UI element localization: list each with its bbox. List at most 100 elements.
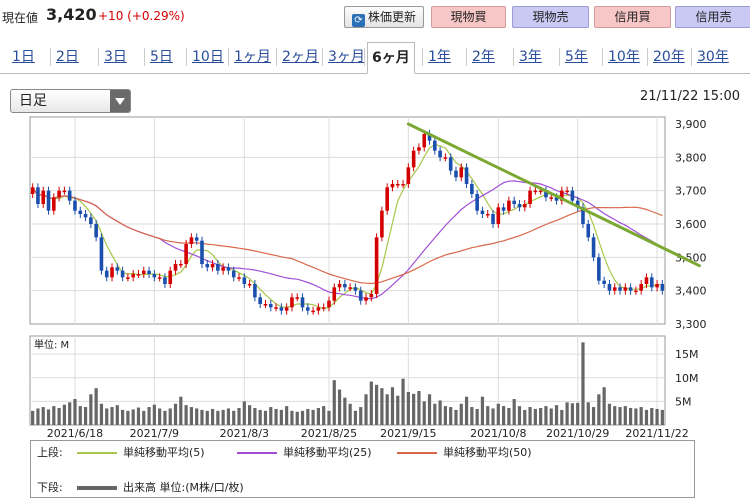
candle-body bbox=[290, 297, 294, 308]
candle-body bbox=[655, 284, 659, 288]
volume-bar bbox=[406, 391, 410, 425]
volume-bar bbox=[629, 408, 633, 425]
candle-body bbox=[422, 134, 427, 148]
candle-body bbox=[300, 297, 305, 308]
volume-bar bbox=[591, 407, 596, 425]
volume-unit-label: 単位: M bbox=[34, 338, 69, 351]
trendline bbox=[406, 122, 701, 268]
volume-bar bbox=[486, 406, 490, 425]
margin-buy-button[interactable]: 信用買 bbox=[594, 6, 671, 28]
candle-body bbox=[231, 270, 236, 278]
candle-body bbox=[284, 307, 289, 311]
volume-tick-label: 5M bbox=[675, 395, 692, 408]
candle-body bbox=[459, 167, 464, 178]
candle-body bbox=[205, 264, 210, 268]
tab-period-15[interactable]: 30年 bbox=[697, 49, 729, 65]
candle-body bbox=[443, 157, 448, 159]
candle-body bbox=[438, 150, 442, 158]
volume-bar bbox=[31, 410, 35, 425]
tab-period-8[interactable]: 6ヶ月 bbox=[367, 42, 415, 74]
quote-header: 現在値 3,420 +10 (+0.29%) ⟳ 株価更新 現物買 現物売 信用買… bbox=[0, 0, 750, 34]
candle-body bbox=[358, 290, 363, 301]
volume-bar bbox=[396, 395, 400, 425]
candle-body bbox=[390, 184, 395, 188]
tab-period-12[interactable]: 5年 bbox=[565, 49, 588, 65]
volume-bar bbox=[110, 407, 114, 425]
price-change: +10 (+0.29%) bbox=[98, 9, 185, 23]
tab-period-13[interactable]: 10年 bbox=[608, 49, 640, 65]
price-tick-label: 3,700 bbox=[675, 185, 707, 198]
candle-body bbox=[491, 214, 495, 224]
sma50-line bbox=[32, 186, 663, 285]
candle-body bbox=[179, 264, 183, 266]
volume-tick-label: 15M bbox=[675, 348, 699, 361]
tab-period-14[interactable]: 20年 bbox=[653, 49, 685, 65]
tab-period-2[interactable]: 3日 bbox=[104, 49, 127, 65]
volume-bar bbox=[226, 408, 231, 425]
volume-bar bbox=[253, 408, 257, 425]
candle-body bbox=[464, 167, 469, 184]
refresh-quote-button[interactable]: ⟳ 株価更新 bbox=[344, 6, 424, 28]
tab-period-10[interactable]: 2年 bbox=[472, 49, 495, 65]
volume-bar bbox=[427, 394, 432, 425]
x-tick-label: 2021/8/25 bbox=[301, 427, 357, 440]
volume-bar bbox=[375, 384, 379, 425]
candle-body bbox=[581, 207, 585, 224]
volume-bar bbox=[523, 409, 527, 425]
tab-separator bbox=[144, 48, 145, 66]
volume-bar bbox=[602, 387, 606, 425]
candle-body bbox=[189, 237, 194, 244]
candle-body bbox=[141, 270, 146, 274]
candle-body bbox=[618, 287, 622, 291]
volume-bar bbox=[480, 396, 485, 425]
volume-bar bbox=[512, 399, 516, 425]
tab-period-0[interactable]: 1日 bbox=[12, 49, 35, 65]
tab-period-7[interactable]: 3ヶ月 bbox=[328, 49, 365, 65]
tab-separator bbox=[513, 48, 514, 66]
price-tick-label: 3,400 bbox=[675, 285, 707, 298]
candle-body bbox=[83, 214, 88, 218]
volume-bar bbox=[115, 405, 119, 425]
candle-body bbox=[237, 277, 241, 279]
candle-body bbox=[501, 207, 506, 211]
volume-panel bbox=[29, 335, 666, 426]
tab-period-1[interactable]: 2日 bbox=[56, 49, 79, 65]
volume-bar bbox=[136, 407, 141, 425]
candle-body bbox=[332, 287, 337, 301]
cash-buy-button[interactable]: 現物買 bbox=[431, 6, 506, 28]
volume-bar bbox=[401, 378, 405, 425]
interval-select[interactable]: 日足 bbox=[10, 89, 131, 113]
candle-body bbox=[274, 307, 278, 309]
volume-bar bbox=[41, 407, 45, 425]
legend-lower-label: 下段: bbox=[37, 481, 63, 494]
volume-bar bbox=[205, 410, 209, 425]
margin-sell-button[interactable]: 信用売 bbox=[675, 6, 750, 28]
volume-bar bbox=[454, 409, 458, 425]
volume-bar bbox=[327, 410, 331, 425]
candle-body bbox=[575, 200, 580, 208]
volume-bar bbox=[89, 394, 93, 425]
volume-bar bbox=[459, 403, 463, 425]
candle-body bbox=[560, 190, 564, 201]
legend-upper-label: 上段: bbox=[37, 446, 63, 459]
candle-body bbox=[470, 184, 474, 194]
volume-bar bbox=[412, 393, 416, 425]
cash-sell-button[interactable]: 現物売 bbox=[512, 6, 589, 28]
candle-body bbox=[433, 140, 437, 151]
volume-bar bbox=[57, 408, 61, 425]
tab-period-11[interactable]: 3年 bbox=[519, 49, 542, 65]
volume-bar bbox=[655, 408, 659, 425]
volume-bar bbox=[581, 342, 585, 425]
volume-bar bbox=[337, 389, 342, 425]
candle-body bbox=[126, 277, 130, 279]
volume-bar bbox=[322, 406, 326, 425]
candle-body bbox=[480, 210, 485, 214]
candle-body bbox=[147, 270, 151, 274]
volume-bar bbox=[36, 408, 40, 425]
tab-period-5[interactable]: 1ヶ月 bbox=[234, 49, 271, 65]
tab-period-9[interactable]: 1年 bbox=[428, 49, 451, 65]
volume-bar bbox=[449, 407, 453, 425]
tab-period-6[interactable]: 2ヶ月 bbox=[282, 49, 319, 65]
tab-period-4[interactable]: 10日 bbox=[192, 49, 224, 65]
tab-period-3[interactable]: 5日 bbox=[150, 49, 173, 65]
